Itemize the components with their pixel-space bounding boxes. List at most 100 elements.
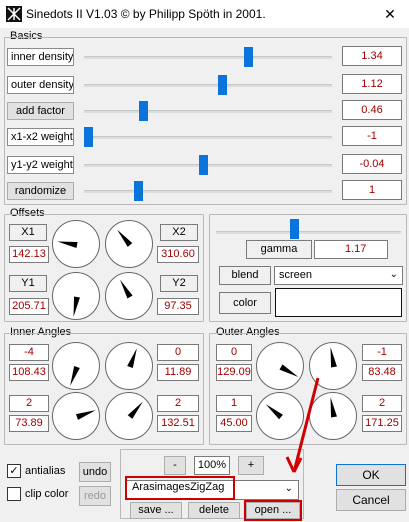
clip-color-label: clip color: [25, 488, 69, 500]
inner-d-bottom[interactable]: 132.51: [157, 415, 199, 432]
value-field[interactable]: -1: [342, 126, 402, 146]
x1-value[interactable]: 142.13: [9, 246, 49, 263]
zoom-value[interactable]: 100%: [194, 456, 230, 475]
value-field[interactable]: 0.46: [342, 100, 402, 120]
save-button[interactable]: save ...: [130, 502, 182, 519]
slider-track[interactable]: [84, 136, 332, 139]
outer-angles-label: Outer Angles: [216, 326, 280, 338]
x2-value[interactable]: 310.60: [157, 246, 199, 263]
outer-c-bottom[interactable]: 45.00: [216, 415, 252, 432]
open-button[interactable]: open ...: [246, 502, 300, 519]
inner-a-bottom[interactable]: 108.43: [9, 364, 49, 381]
slider-thumb[interactable]: [139, 101, 148, 121]
rotary-dial[interactable]: [105, 392, 153, 440]
gamma-thumb[interactable]: [290, 219, 299, 239]
row-label-0: inner density: [7, 48, 74, 66]
outer-b-top[interactable]: -1: [362, 344, 402, 361]
preset-value: ArasimagesZigZag: [125, 476, 235, 500]
inner-c-bottom[interactable]: 73.89: [9, 415, 49, 432]
inner-d-top[interactable]: 2: [157, 395, 199, 412]
chevron-down-icon: ⌄: [284, 483, 293, 494]
row-label-2[interactable]: add factor: [7, 102, 74, 120]
redo-button[interactable]: redo: [79, 486, 111, 506]
value-field[interactable]: 1.12: [342, 74, 402, 94]
inner-c-top[interactable]: 2: [9, 395, 49, 412]
row-label-5[interactable]: randomize: [7, 182, 74, 200]
row-label-3: x1-x2 weight: [7, 128, 74, 146]
gamma-value[interactable]: 1.17: [314, 240, 388, 259]
rotary-dial[interactable]: [105, 272, 153, 320]
window-title: Sinedots II V1.03 © by Philipp Spöth in …: [26, 7, 266, 21]
value-field[interactable]: 1: [342, 180, 402, 200]
row-label-1: outer density: [7, 76, 74, 94]
inner-angles-label: Inner Angles: [10, 326, 72, 338]
delete-button[interactable]: delete: [188, 502, 240, 519]
outer-d-top[interactable]: 2: [362, 395, 402, 412]
blend-label: blend: [219, 266, 271, 285]
slider-thumb[interactable]: [244, 47, 253, 67]
outer-angles-group: [209, 333, 407, 445]
blend-value: screen: [279, 269, 313, 281]
rotary-dial[interactable]: [52, 220, 100, 268]
slider-thumb[interactable]: [84, 127, 93, 147]
inner-b-bottom[interactable]: 11.89: [157, 364, 199, 381]
rotary-dial[interactable]: [52, 342, 100, 390]
outer-d-bottom[interactable]: 171.25: [362, 415, 402, 432]
title-bar: [0, 0, 409, 28]
ok-button[interactable]: OK: [336, 464, 406, 486]
antialias-checkbox[interactable]: ✓: [7, 464, 21, 478]
rotary-dial[interactable]: [52, 272, 100, 320]
color-label: color: [219, 292, 271, 314]
slider-thumb[interactable]: [218, 75, 227, 95]
offsets-group: [4, 214, 204, 322]
slider-track[interactable]: [84, 84, 332, 87]
slider-track[interactable]: [84, 190, 332, 193]
y1-value[interactable]: 205.71: [9, 298, 49, 315]
open-highlight: [244, 500, 302, 521]
app-icon: [6, 6, 22, 22]
slider-track[interactable]: [84, 164, 332, 167]
zoom-out-button[interactable]: -: [164, 456, 186, 475]
y1-label: Y1: [9, 275, 47, 292]
close-icon[interactable]: ✕: [384, 6, 396, 22]
slider-track[interactable]: [84, 56, 332, 59]
chevron-down-icon: ⌄: [389, 269, 398, 280]
gamma-track[interactable]: [216, 231, 401, 234]
value-field[interactable]: 1.34: [342, 46, 402, 66]
undo-button[interactable]: undo: [79, 462, 111, 482]
gamma-group: [209, 214, 407, 322]
outer-b-bottom[interactable]: 83.48: [362, 364, 402, 381]
slider-thumb[interactable]: [199, 155, 208, 175]
rotary-dial[interactable]: [309, 342, 357, 390]
cancel-button[interactable]: Cancel: [336, 489, 406, 511]
inner-a-top[interactable]: -4: [9, 344, 49, 361]
rotary-dial[interactable]: [105, 342, 153, 390]
blend-select[interactable]: screen ⌄: [274, 266, 403, 285]
inner-b-top[interactable]: 0: [157, 344, 199, 361]
gamma-label: gamma: [246, 240, 312, 259]
offsets-label: Offsets: [10, 207, 45, 219]
rotary-dial[interactable]: [52, 392, 100, 440]
rotary-dial[interactable]: [256, 392, 304, 440]
rotary-dial[interactable]: [309, 392, 357, 440]
x1-label: X1: [9, 224, 47, 241]
zoom-in-button[interactable]: +: [238, 456, 264, 475]
color-swatch[interactable]: [275, 288, 402, 317]
outer-c-top[interactable]: 1: [216, 395, 252, 412]
outer-a-bottom[interactable]: 129.09: [216, 364, 252, 381]
basics-group: [4, 37, 407, 205]
slider-track[interactable]: [84, 110, 332, 113]
y2-value[interactable]: 97.35: [157, 298, 199, 315]
antialias-label: antialias: [25, 465, 66, 477]
rotary-dial[interactable]: [256, 342, 304, 390]
value-field[interactable]: -0.04: [342, 154, 402, 174]
y2-label: Y2: [160, 275, 198, 292]
outer-a-top[interactable]: 0: [216, 344, 252, 361]
inner-angles-group: [4, 333, 204, 445]
clip-color-checkbox[interactable]: [7, 487, 21, 501]
slider-thumb[interactable]: [134, 181, 143, 201]
rotary-dial[interactable]: [105, 220, 153, 268]
x2-label: X2: [160, 224, 198, 241]
basics-label: Basics: [10, 30, 43, 42]
